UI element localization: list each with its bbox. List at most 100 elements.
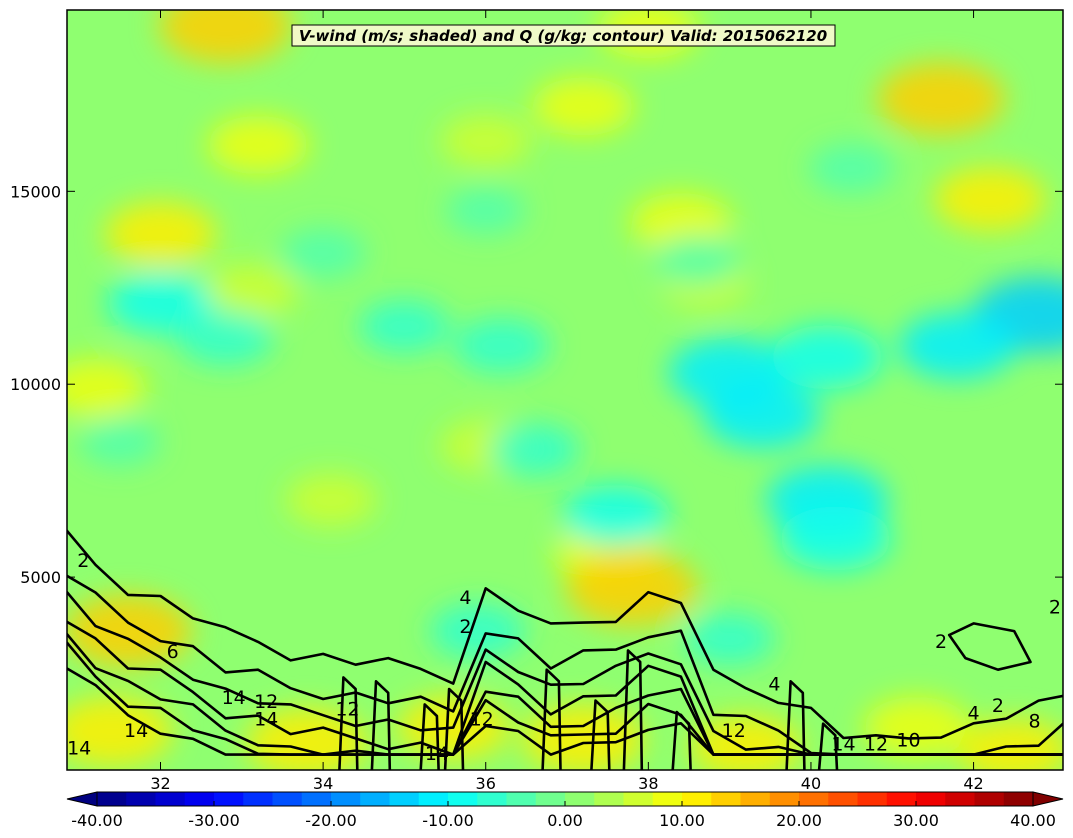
colorbar-segment — [740, 792, 771, 806]
colorbar-segment — [945, 792, 976, 806]
colorbar-segment — [828, 792, 859, 806]
contour-label: 2 — [77, 550, 89, 572]
colorbar-segment — [301, 792, 332, 806]
colorbar-segment — [769, 792, 800, 806]
x-tick-label: 42 — [963, 774, 983, 793]
shading-feature — [898, 312, 1016, 380]
contour-label: 6 — [167, 641, 179, 663]
contour-label: 14 — [67, 737, 91, 759]
contour-label: 8 — [1028, 710, 1040, 732]
colorbar-segment — [857, 792, 888, 806]
contour-line — [622, 649, 644, 770]
shading-feature — [358, 299, 451, 353]
contour-label: 14 — [124, 720, 148, 742]
x-tick-label: 34 — [313, 774, 333, 793]
contour-label: 12 — [254, 691, 278, 713]
colorbar-tick-label: -30.00 — [188, 811, 240, 830]
contour-label: 4 — [459, 587, 471, 609]
shading-feature — [933, 167, 1046, 232]
contour-line — [947, 622, 1032, 671]
shading-feature — [285, 473, 377, 527]
contour-label: 12 — [470, 708, 494, 730]
colorbar-segment — [97, 792, 127, 806]
colorbar-segment — [565, 792, 595, 806]
contour-line — [541, 668, 562, 770]
shading-feature — [201, 263, 299, 320]
colorbar-segment — [184, 792, 215, 806]
colorbar-segment — [682, 792, 712, 806]
colorbar: -40.00 -30.00 -20.00 -10.00 0.00 10.00 20.00 30… — [66, 791, 1064, 830]
contour-label: 2 — [459, 616, 471, 638]
y-tick-label: 10000 — [10, 375, 61, 394]
colorbar-segment — [448, 792, 478, 806]
colorbar-segment — [477, 792, 508, 806]
contour-label: 12 — [335, 699, 359, 721]
colorbar-segment — [916, 792, 946, 806]
shading-feature — [562, 484, 670, 546]
contour-label: 4 — [768, 674, 780, 696]
x-tick-label: 38 — [638, 774, 658, 793]
shading-feature — [429, 603, 526, 659]
y-tick-label: 5000 — [20, 568, 61, 587]
contour-line — [443, 687, 465, 770]
colorbar-tick-label: -10.00 — [422, 811, 474, 830]
shading-feature — [532, 77, 635, 136]
shading-feature — [159, 10, 292, 64]
shading-feature — [453, 317, 551, 374]
colorbar-segment — [974, 792, 1005, 806]
shading-feature — [207, 115, 309, 175]
colorbar-segment — [652, 792, 683, 806]
shading-feature — [280, 228, 367, 279]
contour-label: 2 — [992, 695, 1004, 717]
contour-label: 4 — [968, 703, 980, 725]
contour-label: 14 — [425, 743, 449, 765]
colorbar-segment — [1003, 792, 1034, 806]
shading-feature — [79, 418, 161, 466]
colorbar-segment — [535, 792, 566, 806]
x-axis: 32 34 36 38 40 42 — [150, 10, 984, 793]
colorbar-tick-label: 20.00 — [776, 811, 822, 830]
shading-feature — [488, 423, 581, 477]
contour-label: 2 — [1049, 596, 1061, 618]
shading-feature — [654, 235, 741, 286]
colorbar-segment — [389, 792, 420, 806]
contour-label: 12 — [722, 720, 746, 742]
shading-feature — [779, 506, 892, 571]
y-axis: 5000 10000 15000 — [10, 182, 1063, 587]
shading-feature — [958, 718, 1063, 770]
shading-feature — [808, 143, 895, 194]
contour-line — [419, 703, 440, 770]
shading-feature — [445, 187, 527, 235]
contour-line — [67, 529, 1063, 740]
colorbar-tick-label: 40.00 — [1010, 811, 1056, 830]
x-tick-label: 40 — [801, 774, 821, 793]
colorbar-segment — [623, 792, 654, 806]
colorbar-extend-high — [1032, 791, 1064, 807]
colorbar-segment — [506, 792, 537, 806]
colorbar-segment — [331, 792, 361, 806]
shading-feature — [67, 696, 173, 767]
shading-feature — [67, 358, 147, 418]
colorbar-tick-label: -40.00 — [71, 811, 123, 830]
chart-title: V-wind (m/s; shaded) and Q (g/kg; contou… — [299, 27, 827, 45]
shading-feature — [877, 62, 1005, 135]
colorbar-tick-label: 10.00 — [659, 811, 705, 830]
shading-feature — [104, 201, 217, 266]
shading-feature — [107, 272, 214, 334]
contour-line — [817, 722, 839, 770]
colorbar-tick-label: 30.00 — [893, 811, 939, 830]
shading-feature — [863, 696, 971, 759]
colorbar-tick-label: -20.00 — [305, 811, 357, 830]
colorbar-segment — [594, 792, 625, 806]
colorbar-segment — [886, 792, 917, 806]
contour-line — [338, 676, 359, 770]
shading-feature — [703, 381, 821, 449]
x-tick-label: 36 — [476, 774, 496, 793]
shading-feature — [440, 114, 532, 168]
title-box: V-wind (m/s; shaded) and Q (g/kg; contou… — [291, 24, 836, 47]
plot-frame — [66, 9, 1064, 771]
colorbar-segment — [243, 792, 274, 806]
colorbar-segment — [214, 792, 244, 806]
